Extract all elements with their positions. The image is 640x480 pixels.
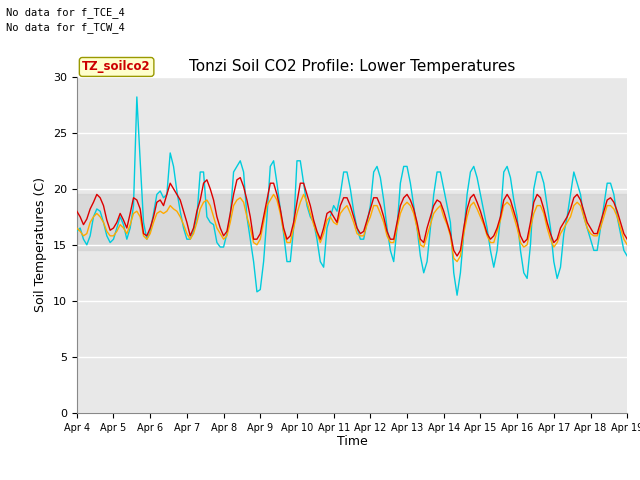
Text: No data for f_TCW_4: No data for f_TCW_4: [6, 22, 125, 33]
Text: TZ_soilco2: TZ_soilco2: [83, 60, 151, 73]
X-axis label: Time: Time: [337, 435, 367, 448]
Text: No data for f_TCE_4: No data for f_TCE_4: [6, 7, 125, 18]
Legend: Open -8cm, Tree -8cm, Tree2 -8cm: Open -8cm, Tree -8cm, Tree2 -8cm: [169, 478, 535, 480]
Y-axis label: Soil Temperatures (C): Soil Temperatures (C): [35, 177, 47, 312]
Bar: [77, 194, 627, 251]
Title: Tonzi Soil CO2 Profile: Lower Temperatures: Tonzi Soil CO2 Profile: Lower Temperatur…: [189, 59, 515, 74]
